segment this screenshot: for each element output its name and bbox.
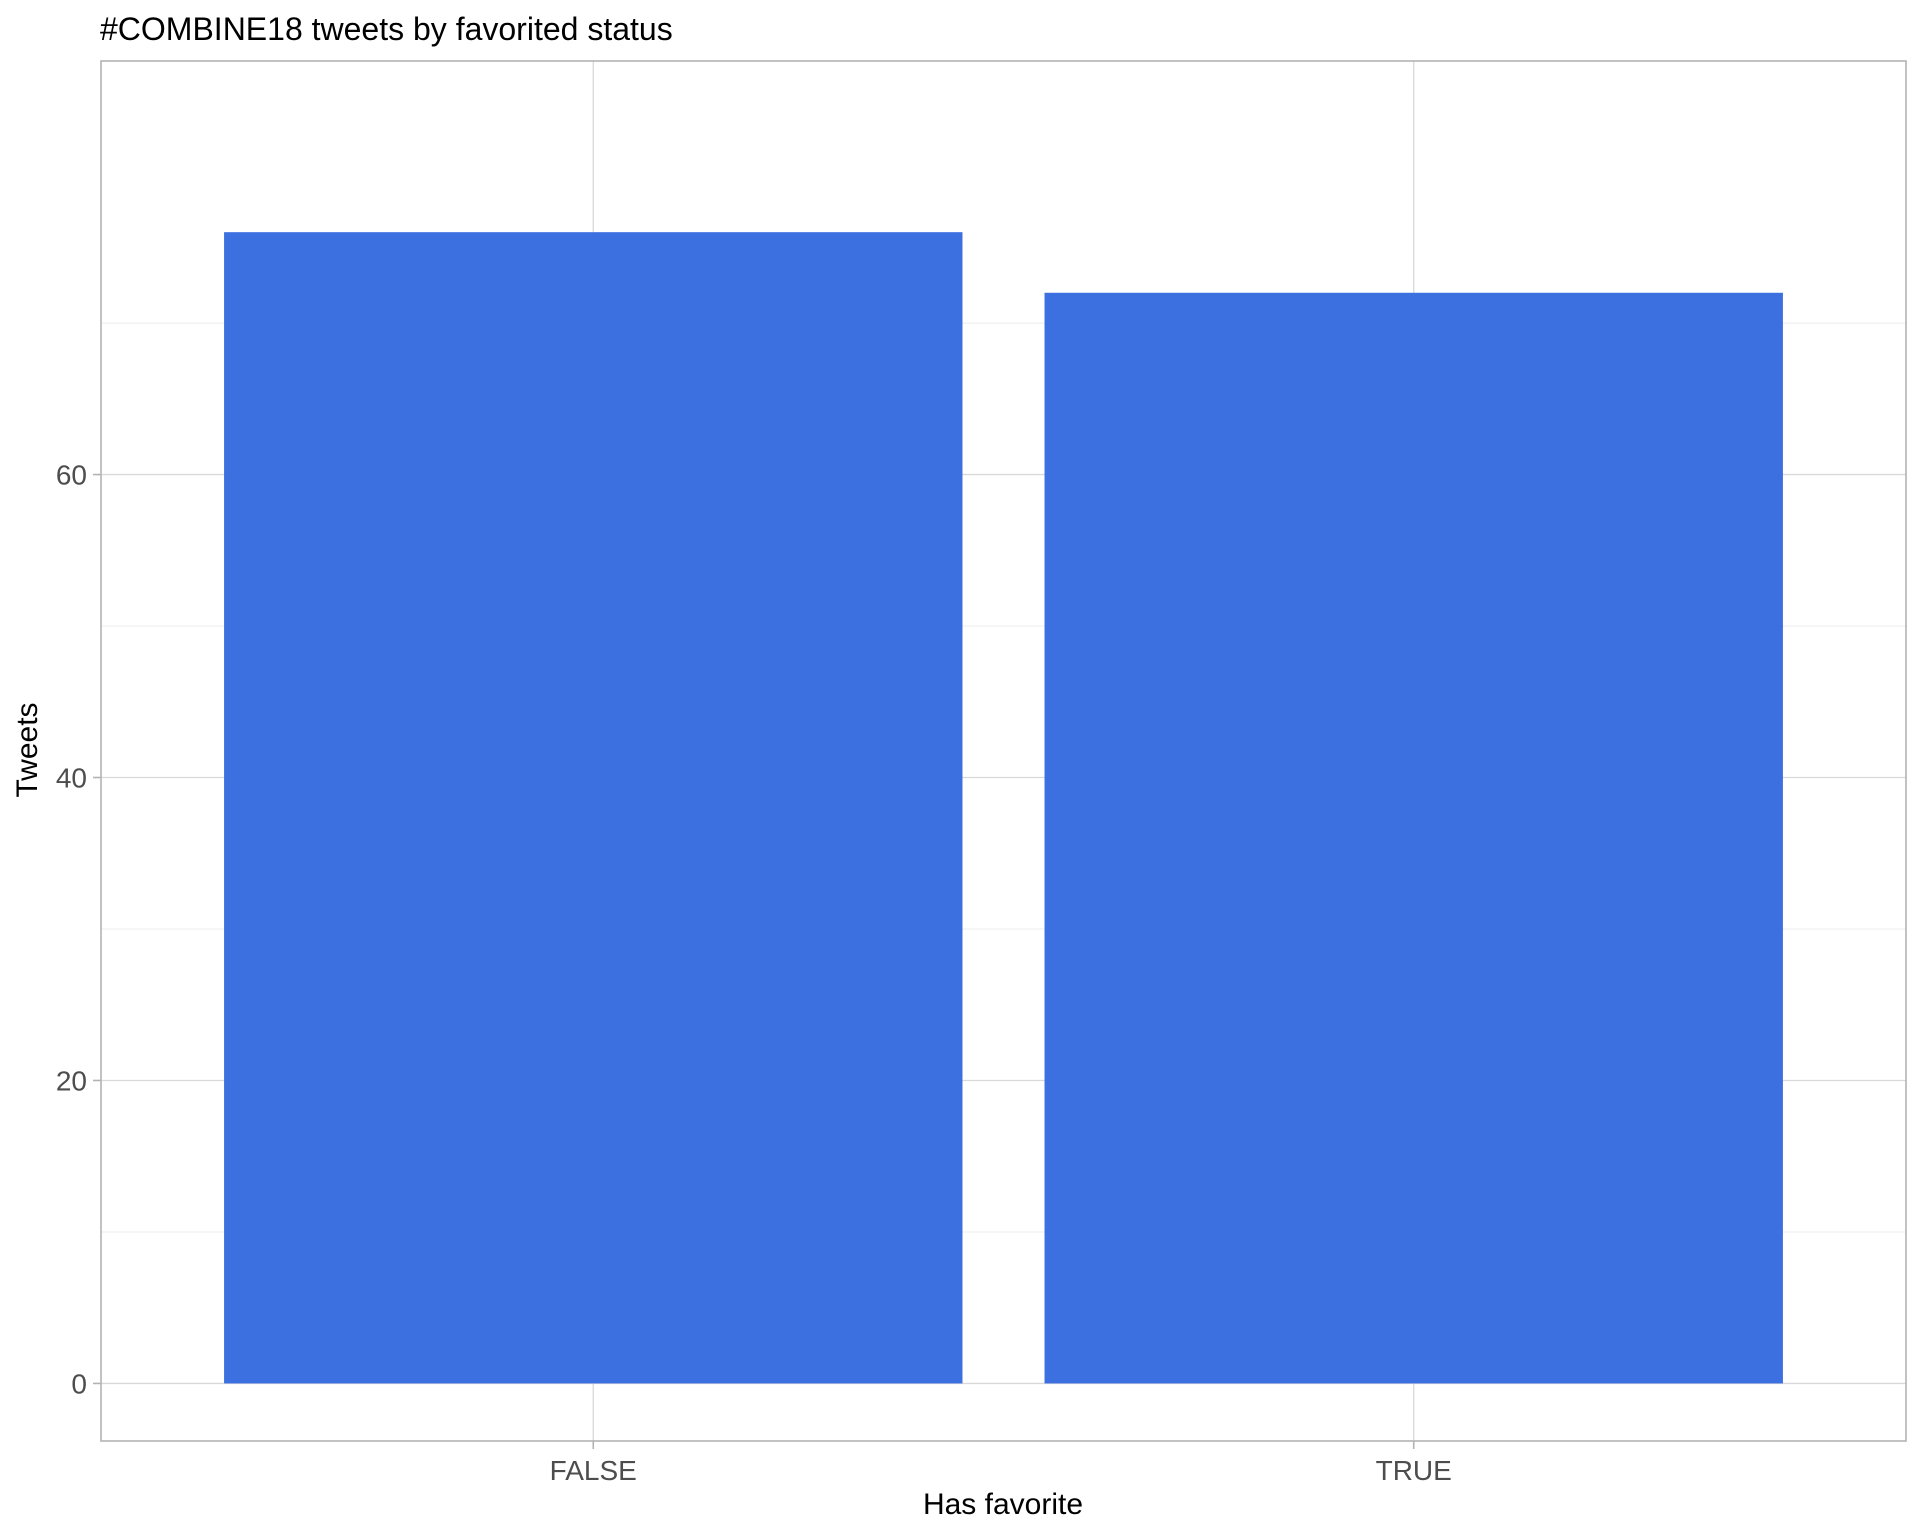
panel-border [100,60,1907,1442]
x-tick-label: TRUE [1376,1455,1452,1486]
chart-title: #COMBINE18 tweets by favorited status [100,11,673,47]
y-tick-label: 40 [56,763,87,794]
bar-false [224,232,963,1384]
y-tick-label: 60 [56,460,87,491]
y-tick-labels: 0 20 40 60 [56,460,87,1400]
x-tick-label: FALSE [550,1455,637,1486]
bars [224,232,1783,1384]
bar-true [1044,292,1783,1384]
y-axis-title: Tweets [11,702,44,797]
x-tick-labels: FALSE TRUE [550,1455,1452,1486]
y-tick-label: 20 [56,1065,87,1096]
axis-ticks [93,473,1415,1449]
y-tick-label: 0 [71,1368,87,1399]
x-axis-title: Has favorite [923,1488,1083,1521]
